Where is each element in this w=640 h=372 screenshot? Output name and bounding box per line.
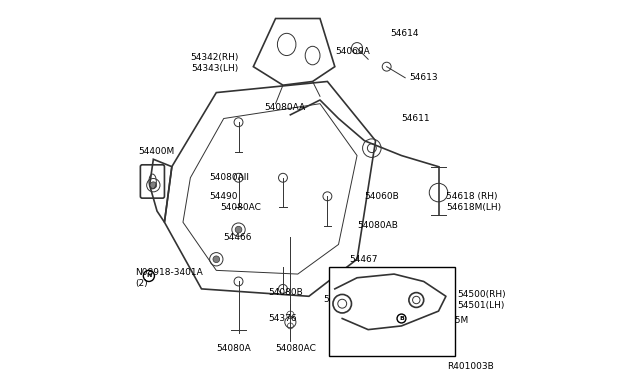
- Text: B: B: [399, 316, 404, 321]
- Text: 54490: 54490: [209, 192, 237, 201]
- Text: 54060B: 54060B: [364, 192, 399, 201]
- Circle shape: [150, 182, 157, 189]
- Text: 54521: 54521: [376, 284, 404, 294]
- Text: 54376: 54376: [268, 314, 297, 323]
- Text: 54080AB: 54080AB: [357, 221, 398, 230]
- Text: 54611: 54611: [401, 114, 430, 123]
- Text: N: N: [146, 273, 152, 278]
- Bar: [329, 267, 455, 356]
- Text: 54342(RH)
54343(LH): 54342(RH) 54343(LH): [190, 53, 239, 73]
- Text: 54080AII: 54080AII: [209, 173, 249, 182]
- Circle shape: [213, 256, 220, 263]
- Text: 54500(RH)
54501(LH): 54500(RH) 54501(LH): [457, 290, 506, 310]
- Text: 54080B: 54080B: [268, 288, 303, 297]
- Text: N08918-3401A
(2): N08918-3401A (2): [135, 268, 203, 288]
- Text: 54080A: 54080A: [216, 344, 251, 353]
- Text: 54080AA: 54080AA: [264, 103, 305, 112]
- Circle shape: [235, 226, 242, 233]
- Text: 54080AC: 54080AC: [276, 344, 316, 353]
- Text: 54618 (RH)
54618M(LH): 54618 (RH) 54618M(LH): [446, 192, 501, 212]
- Text: 54613: 54613: [409, 73, 438, 82]
- Text: 54614: 54614: [390, 29, 419, 38]
- Text: 54080AA: 54080AA: [324, 295, 365, 305]
- Text: 54080AC: 54080AC: [220, 203, 261, 212]
- Text: 54060A: 54060A: [335, 47, 369, 56]
- Text: 54466: 54466: [224, 232, 252, 241]
- Text: B081B4-D305M
(3): B081B4-D305M (3): [398, 316, 468, 336]
- Text: R401003B: R401003B: [447, 362, 494, 371]
- Text: 54400M: 54400M: [138, 147, 175, 156]
- Text: 54467: 54467: [349, 255, 378, 264]
